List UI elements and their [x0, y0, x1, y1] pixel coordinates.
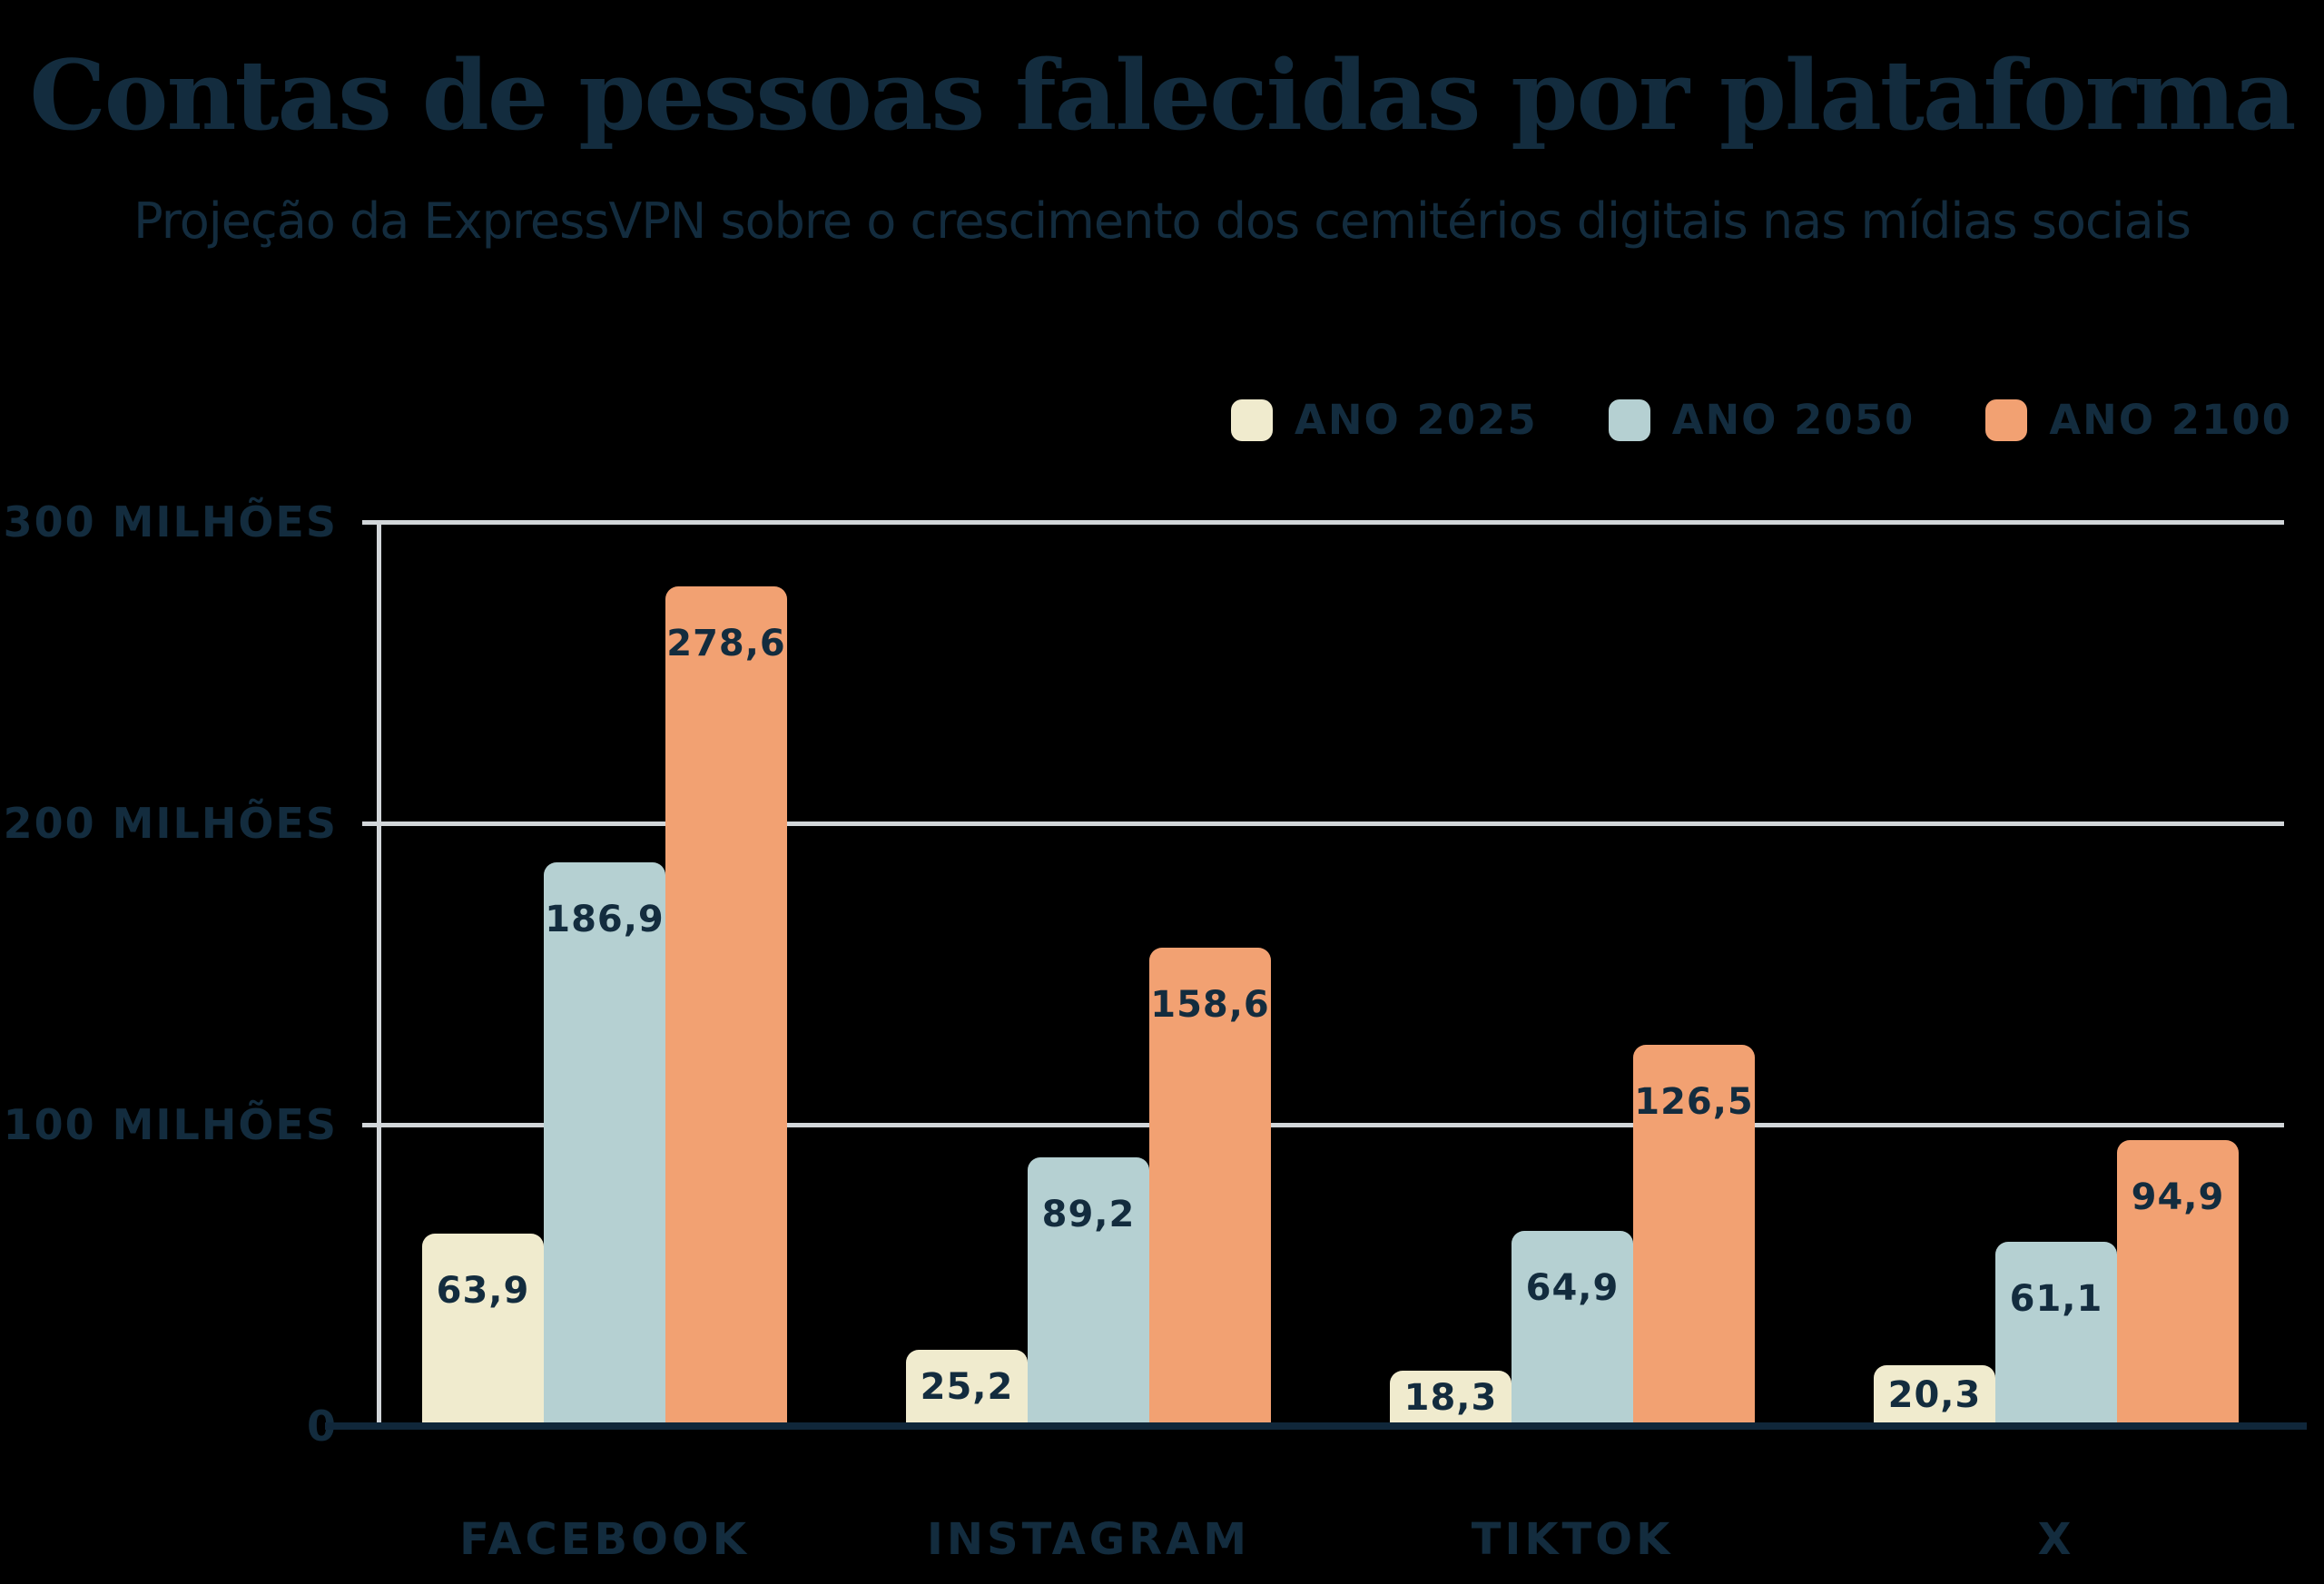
- legend: ANO 2025 ANO 2050 ANO 2100: [1231, 396, 2292, 444]
- legend-item-ano-2050: ANO 2050: [1608, 396, 1915, 444]
- bar-value-label-x-ano-2100: 94,9: [2131, 1176, 2225, 1218]
- x-axis-line: [325, 1422, 2307, 1430]
- gridline-200-milh-es: [362, 822, 2284, 826]
- bar-value-label-x-ano-2025: 20,3: [1887, 1373, 1982, 1416]
- gridline-300-milh-es: [362, 520, 2284, 525]
- category-label-tiktok: TIKTOK: [1471, 1514, 1674, 1565]
- plot-area: 63,9 186,9 278,6 FACEBOOK 25,2 89,2 158,6 INSTA…: [325, 520, 2307, 1565]
- bar-x-ano-2050: 61,1: [1995, 1242, 2117, 1426]
- legend-label-ano-2050: ANO 2050: [1671, 396, 1915, 444]
- y-axis-line: [377, 522, 381, 1426]
- bar-instagram-ano-2050: 89,2: [1028, 1157, 1149, 1426]
- bar-value-label-instagram-ano-2050: 89,2: [1041, 1194, 1136, 1235]
- bar-tiktok-ano-2100: 126,5: [1633, 1045, 1755, 1426]
- bar-instagram-ano-2100: 158,6: [1149, 948, 1271, 1426]
- gridline-100-milh-es: [362, 1123, 2284, 1127]
- bar-tiktok-ano-2050: 64,9: [1512, 1231, 1633, 1426]
- y-tick-label-300-milh-es: 300 MILHÕES: [3, 497, 338, 546]
- category-label-instagram: INSTAGRAM: [926, 1514, 1251, 1565]
- y-tick-label-100-milh-es: 100 MILHÕES: [3, 1100, 338, 1149]
- y-tick-label-200-milh-es: 200 MILHÕES: [3, 799, 338, 848]
- bar-facebook-ano-2050: 186,9: [544, 862, 665, 1426]
- bar-group-tiktok: 18,3 64,9 126,5: [1390, 522, 1755, 1426]
- chart-subtitle: Projeção da ExpressVPN sobre o crescimen…: [133, 192, 2191, 250]
- bar-value-label-tiktok-ano-2100: 126,5: [1634, 1081, 1754, 1123]
- legend-swatch-ano-2025: [1231, 398, 1274, 441]
- bar-value-label-tiktok-ano-2050: 64,9: [1525, 1267, 1620, 1309]
- legend-swatch-ano-2050: [1608, 398, 1650, 441]
- bar-facebook-ano-2025: 63,9: [422, 1234, 544, 1426]
- bar-value-label-instagram-ano-2100: 158,6: [1150, 984, 1270, 1026]
- legend-swatch-ano-2100: [1985, 398, 2028, 441]
- bar-value-label-facebook-ano-2100: 278,6: [666, 623, 786, 664]
- bar-value-label-facebook-ano-2025: 63,9: [436, 1270, 530, 1312]
- bar-x-ano-2100: 94,9: [2117, 1140, 2239, 1426]
- legend-label-ano-2025: ANO 2025: [1295, 396, 1538, 444]
- chart-title: Contas de pessoas falecidas por platafor…: [29, 38, 2296, 152]
- legend-label-ano-2100: ANO 2100: [2049, 396, 2292, 444]
- category-label-x: X: [2037, 1514, 2075, 1565]
- bar-group-instagram: 25,2 89,2 158,6: [906, 522, 1271, 1426]
- category-label-facebook: FACEBOOK: [459, 1514, 750, 1565]
- legend-item-ano-2100: ANO 2100: [1985, 396, 2292, 444]
- bar-instagram-ano-2025: 25,2: [906, 1350, 1028, 1426]
- bar-tiktok-ano-2025: 18,3: [1390, 1371, 1512, 1426]
- bar-x-ano-2025: 20,3: [1874, 1365, 1995, 1426]
- bar-value-label-facebook-ano-2050: 186,9: [545, 899, 665, 940]
- legend-item-ano-2025: ANO 2025: [1231, 396, 1538, 444]
- bar-value-label-tiktok-ano-2025: 18,3: [1403, 1376, 1498, 1419]
- bar-value-label-instagram-ano-2025: 25,2: [920, 1366, 1014, 1408]
- bar-group-x: 20,3 61,1 94,9: [1874, 522, 2239, 1426]
- bar-facebook-ano-2100: 278,6: [665, 586, 787, 1426]
- bar-group-facebook: 63,9 186,9 278,6: [422, 522, 787, 1426]
- bar-value-label-x-ano-2050: 61,1: [2009, 1278, 2103, 1320]
